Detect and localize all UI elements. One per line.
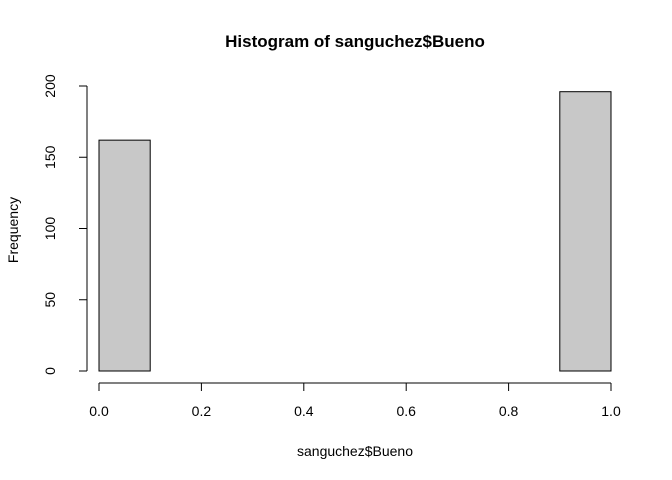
y-tick-label: 200	[42, 74, 58, 98]
x-tick-label: 0.0	[89, 403, 109, 419]
y-axis: 0 50 100 150 200	[42, 74, 88, 375]
x-tick-label: 0.2	[192, 403, 212, 419]
x-tick-label: 0.8	[499, 403, 519, 419]
x-tick-label: 0.6	[396, 403, 416, 419]
y-tick-label: 100	[42, 217, 58, 241]
chart-title: Histogram of sanguchez$Bueno	[225, 32, 485, 51]
x-axis: 0.0 0.2 0.4 0.6 0.8 1.0	[89, 382, 621, 419]
histogram-bar	[98, 139, 151, 372]
y-tick-label: 150	[42, 145, 58, 169]
x-tick-label: 1.0	[601, 403, 621, 419]
y-tick-label: 50	[42, 292, 58, 308]
x-axis-title: sanguchez$Bueno	[297, 443, 413, 459]
x-tick-label: 0.4	[294, 403, 314, 419]
y-tick-label: 0	[42, 367, 58, 375]
y-axis-title: Frequency	[5, 197, 21, 263]
bars-group	[98, 91, 612, 372]
histogram-bar	[559, 91, 612, 372]
